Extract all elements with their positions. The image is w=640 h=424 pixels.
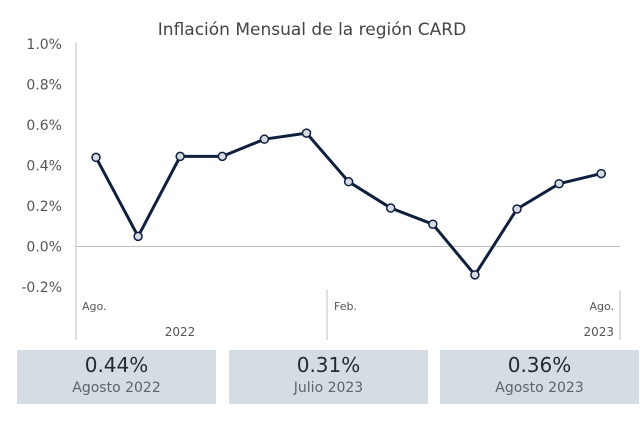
y-tick-label: 0.0% — [26, 240, 62, 256]
inflation-chart: Inflación Mensual de la región CARD 1.0%… — [21, 20, 621, 340]
data-point — [596, 168, 606, 179]
data-point — [91, 152, 101, 163]
stat-card-label: Agosto 2022 — [72, 380, 161, 396]
series-line — [94, 131, 602, 277]
y-tick-label: 1.0% — [26, 37, 62, 53]
chart-title: Inflación Mensual de la región CARD — [158, 20, 466, 40]
stat-card-value: 0.31% — [296, 353, 361, 377]
data-point — [133, 231, 143, 242]
stat-card-julio-2023: 0.31% Julio 2023 — [229, 350, 428, 404]
y-tick-label: 0.6% — [26, 118, 62, 134]
data-point — [385, 203, 396, 213]
y-tick-label: -0.2% — [21, 280, 62, 296]
data-point — [343, 176, 354, 187]
y-tick-label: 0.4% — [26, 159, 62, 175]
data-point — [301, 128, 312, 138]
x-axis: Ago. Feb. Ago. 2022 2023 — [76, 246, 621, 340]
data-point — [428, 219, 438, 229]
y-tick-label: 0.2% — [26, 199, 62, 215]
y-axis: 1.0% 0.8% 0.6% 0.4% 0.2% 0.0% -0.2% — [21, 37, 77, 340]
data-point — [554, 178, 564, 189]
data-point — [175, 151, 185, 162]
x-tick-label: Ago. — [82, 300, 107, 313]
stat-card-label: Julio 2023 — [293, 380, 364, 396]
year-label: 2022 — [165, 325, 196, 339]
stat-card-value: 0.36% — [507, 353, 572, 377]
y-tick-label: 0.8% — [26, 78, 62, 94]
data-point — [512, 204, 522, 214]
x-tick-label: Ago. — [589, 300, 614, 313]
data-point — [259, 134, 270, 144]
stat-card-value: 0.44% — [84, 353, 149, 377]
year-label: 2023 — [583, 325, 614, 339]
data-point — [217, 151, 228, 162]
stat-card-label: Agosto 2023 — [495, 380, 584, 396]
stat-card-agosto-2022: 0.44% Agosto 2022 — [17, 350, 216, 404]
stat-card-agosto-2023: 0.36% Agosto 2023 — [440, 350, 639, 404]
series-line-group — [91, 128, 606, 280]
data-point — [470, 270, 480, 280]
x-tick-label: Feb. — [334, 300, 357, 313]
